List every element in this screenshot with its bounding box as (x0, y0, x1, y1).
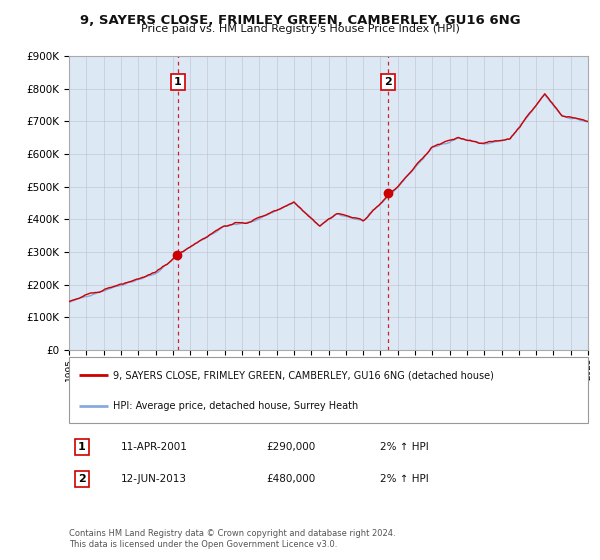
Text: 9, SAYERS CLOSE, FRIMLEY GREEN, CAMBERLEY, GU16 6NG: 9, SAYERS CLOSE, FRIMLEY GREEN, CAMBERLE… (80, 14, 520, 27)
Text: 2: 2 (78, 474, 86, 484)
Text: Price paid vs. HM Land Registry's House Price Index (HPI): Price paid vs. HM Land Registry's House … (140, 24, 460, 34)
Text: 2% ↑ HPI: 2% ↑ HPI (380, 442, 429, 452)
Text: 9, SAYERS CLOSE, FRIMLEY GREEN, CAMBERLEY, GU16 6NG (detached house): 9, SAYERS CLOSE, FRIMLEY GREEN, CAMBERLE… (113, 370, 494, 380)
Text: £290,000: £290,000 (266, 442, 316, 452)
Text: 2: 2 (385, 77, 392, 87)
Text: 1: 1 (78, 442, 86, 452)
Text: £480,000: £480,000 (266, 474, 316, 484)
Text: 2% ↑ HPI: 2% ↑ HPI (380, 474, 429, 484)
FancyBboxPatch shape (69, 357, 588, 423)
Text: 11-APR-2001: 11-APR-2001 (121, 442, 188, 452)
Text: Contains HM Land Registry data © Crown copyright and database right 2024.
This d: Contains HM Land Registry data © Crown c… (69, 529, 395, 549)
Text: 12-JUN-2013: 12-JUN-2013 (121, 474, 187, 484)
Text: 1: 1 (174, 77, 182, 87)
Text: HPI: Average price, detached house, Surrey Heath: HPI: Average price, detached house, Surr… (113, 400, 358, 410)
